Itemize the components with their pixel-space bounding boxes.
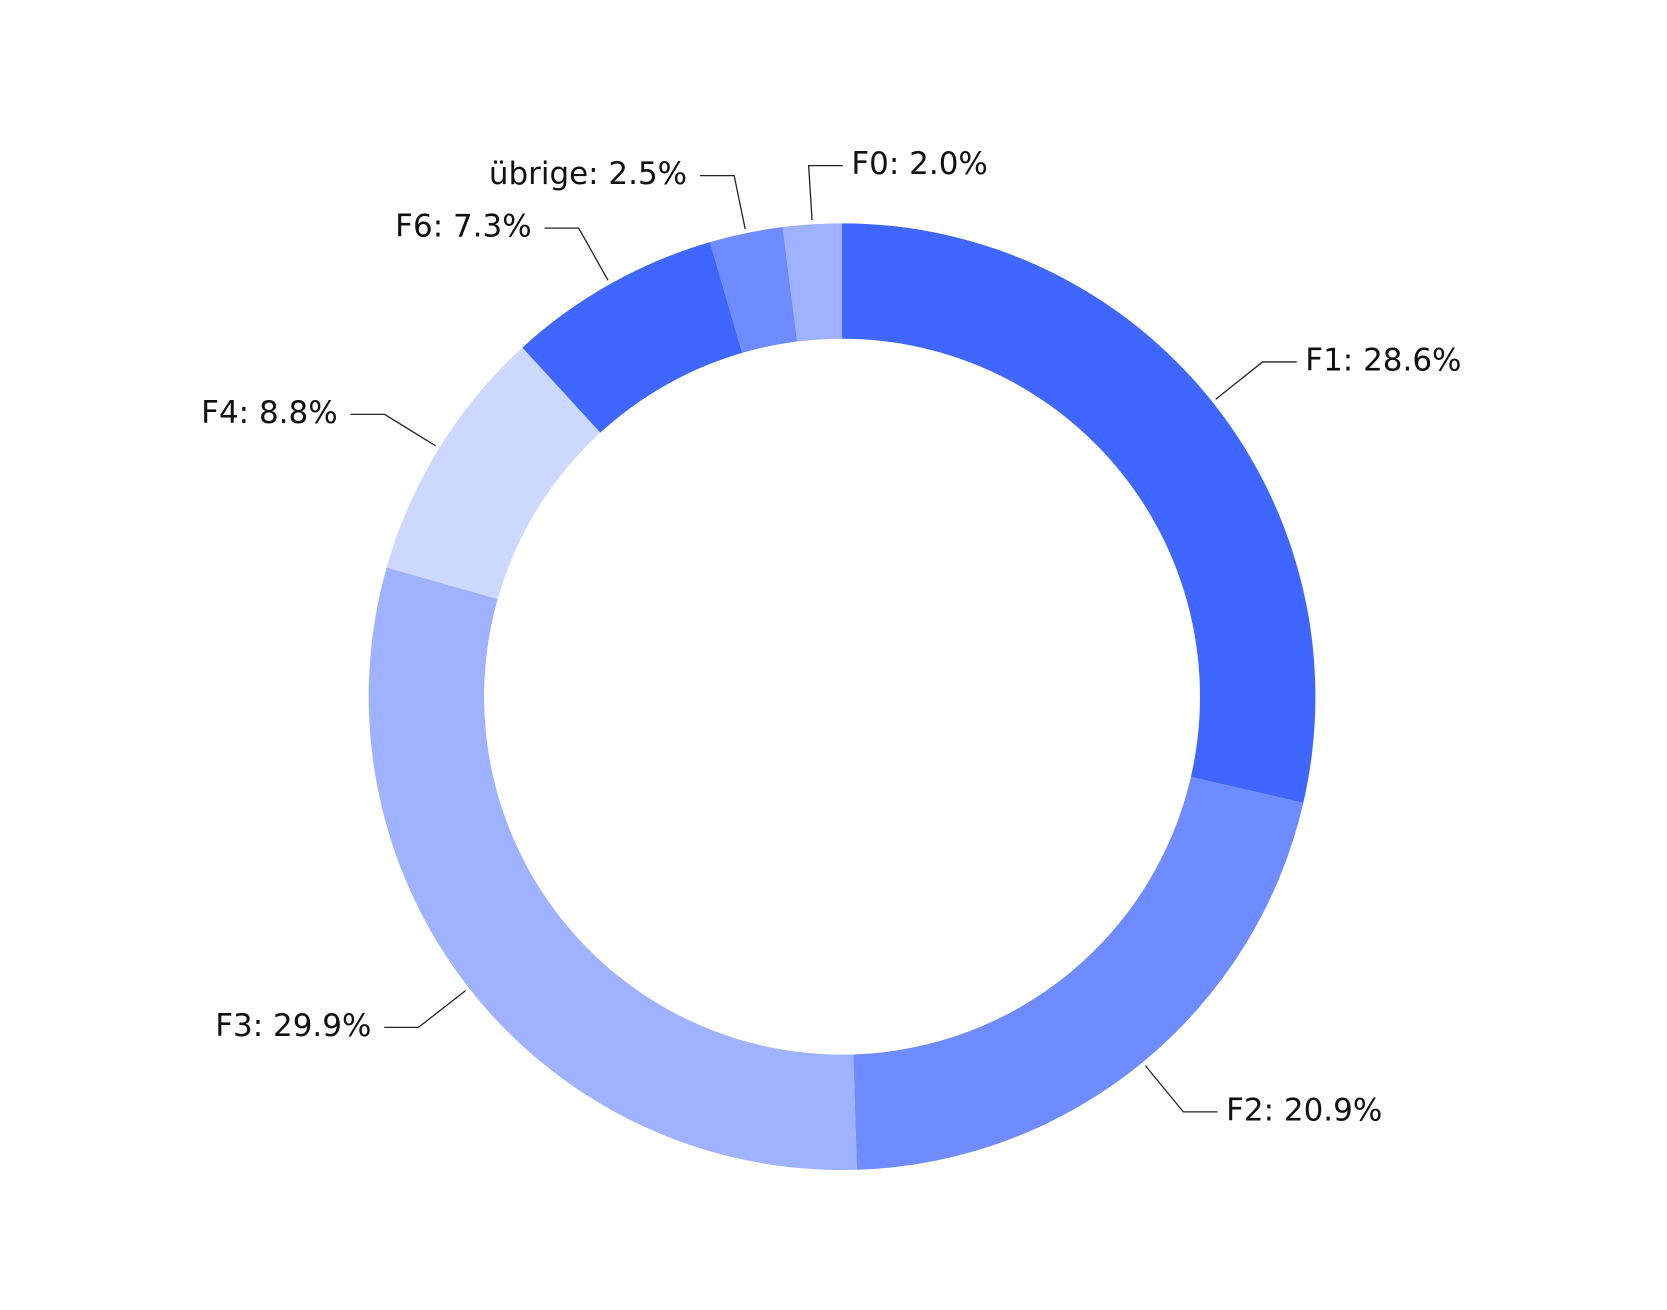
leader-line bbox=[384, 990, 466, 1029]
leader-line bbox=[1215, 361, 1297, 400]
donut-segment bbox=[386, 347, 601, 599]
donut-segment bbox=[522, 242, 743, 433]
leader-line bbox=[807, 164, 843, 221]
leader-line bbox=[350, 413, 436, 447]
data-label: F2: 20.9% bbox=[1226, 1092, 1382, 1128]
data-label: F4: 8.8% bbox=[201, 395, 337, 431]
data-label: F3: 29.9% bbox=[215, 1008, 371, 1044]
donut-segment bbox=[368, 567, 857, 1171]
donut-segment bbox=[842, 223, 1316, 803]
data-label: übrige: 2.5% bbox=[489, 156, 687, 192]
data-label: F0: 2.0% bbox=[851, 146, 987, 182]
leader-line bbox=[544, 227, 609, 281]
data-label: F6: 7.3% bbox=[395, 209, 531, 245]
donut-segment bbox=[709, 227, 798, 353]
donut-segment bbox=[782, 223, 843, 342]
leader-line bbox=[699, 174, 746, 230]
leader-line bbox=[1144, 1065, 1218, 1113]
donut-segment bbox=[853, 776, 1304, 1170]
data-label: F1: 28.6% bbox=[1305, 342, 1461, 378]
